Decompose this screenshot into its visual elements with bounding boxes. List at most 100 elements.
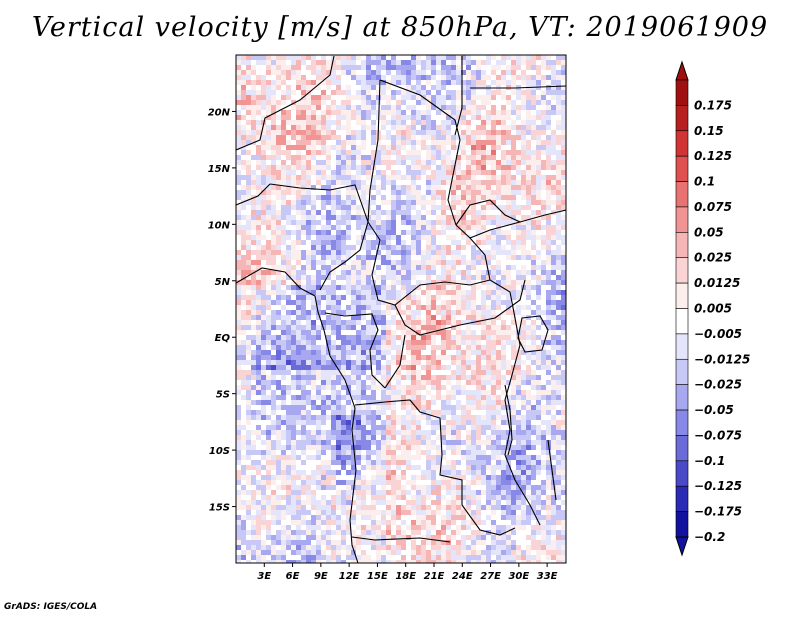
field-cell (426, 225, 431, 230)
field-cell (281, 265, 286, 270)
field-cell (316, 345, 321, 350)
field-cell (406, 170, 411, 175)
field-cell (526, 55, 531, 60)
field-cell (481, 190, 486, 195)
field-cell (511, 215, 516, 220)
field-cell (316, 285, 321, 290)
field-cell (391, 425, 396, 430)
field-cell (506, 70, 511, 75)
field-cell (441, 95, 446, 100)
field-cell (371, 140, 376, 145)
field-cell (396, 115, 401, 120)
field-cell (496, 185, 501, 190)
field-cell (471, 80, 476, 85)
field-cell (456, 275, 461, 280)
field-cell (456, 85, 461, 90)
field-cell (401, 195, 406, 200)
field-cell (456, 75, 461, 80)
field-cell (521, 250, 526, 255)
field-cell (351, 130, 356, 135)
field-cell (466, 285, 471, 290)
field-cell (466, 145, 471, 150)
field-cell (261, 55, 266, 60)
field-cell (521, 90, 526, 95)
field-cell (516, 160, 521, 165)
field-cell (506, 390, 511, 395)
field-cell (431, 120, 436, 125)
field-cell (256, 285, 261, 290)
field-cell (306, 395, 311, 400)
field-cell (541, 305, 546, 310)
field-cell (381, 365, 386, 370)
field-cell (546, 210, 551, 215)
field-cell (236, 105, 241, 110)
field-cell (301, 85, 306, 90)
field-cell (291, 135, 296, 140)
field-cell (281, 300, 286, 305)
field-cell (366, 265, 371, 270)
field-cell (236, 300, 241, 305)
field-cell (276, 150, 281, 155)
field-cell (301, 430, 306, 435)
field-cell (536, 80, 541, 85)
field-cell (521, 395, 526, 400)
field-cell (516, 135, 521, 140)
field-cell (336, 230, 341, 235)
field-cell (366, 110, 371, 115)
field-cell (311, 90, 316, 95)
field-cell (531, 185, 536, 190)
field-cell (486, 340, 491, 345)
field-cell (326, 295, 331, 300)
field-cell (371, 185, 376, 190)
field-cell (241, 245, 246, 250)
field-cell (556, 230, 561, 235)
field-cell (476, 395, 481, 400)
field-cell (431, 135, 436, 140)
field-cell (506, 225, 511, 230)
field-cell (526, 410, 531, 415)
field-cell (376, 320, 381, 325)
field-cell (371, 70, 376, 75)
field-cell (321, 125, 326, 130)
field-cell (521, 325, 526, 330)
field-cell (351, 285, 356, 290)
field-cell (401, 200, 406, 205)
field-cell (251, 85, 256, 90)
field-cell (236, 130, 241, 135)
field-cell (491, 130, 496, 135)
field-cell (476, 405, 481, 410)
field-cell (236, 125, 241, 130)
field-cell (251, 245, 256, 250)
field-cell (326, 220, 331, 225)
field-cell (431, 230, 436, 235)
field-cell (291, 245, 296, 250)
field-cell (241, 340, 246, 345)
field-cell (276, 160, 281, 165)
field-cell (481, 425, 486, 430)
field-cell (276, 225, 281, 230)
field-cell (286, 90, 291, 95)
field-cell (326, 160, 331, 165)
field-cell (436, 90, 441, 95)
field-cell (236, 365, 241, 370)
field-cell (476, 55, 481, 60)
field-cell (406, 185, 411, 190)
field-cell (556, 305, 561, 310)
field-cell (336, 95, 341, 100)
field-cell (511, 275, 516, 280)
field-cell (541, 90, 546, 95)
field-cell (446, 265, 451, 270)
field-cell (556, 225, 561, 230)
field-cell (401, 350, 406, 355)
field-cell (346, 405, 351, 410)
field-cell (351, 265, 356, 270)
field-cell (261, 170, 266, 175)
field-cell (321, 170, 326, 175)
field-cell (426, 95, 431, 100)
field-cell (256, 210, 261, 215)
field-cell (456, 125, 461, 130)
field-cell (516, 375, 521, 380)
field-cell (236, 310, 241, 315)
field-cell (441, 130, 446, 135)
field-cell (481, 375, 486, 380)
